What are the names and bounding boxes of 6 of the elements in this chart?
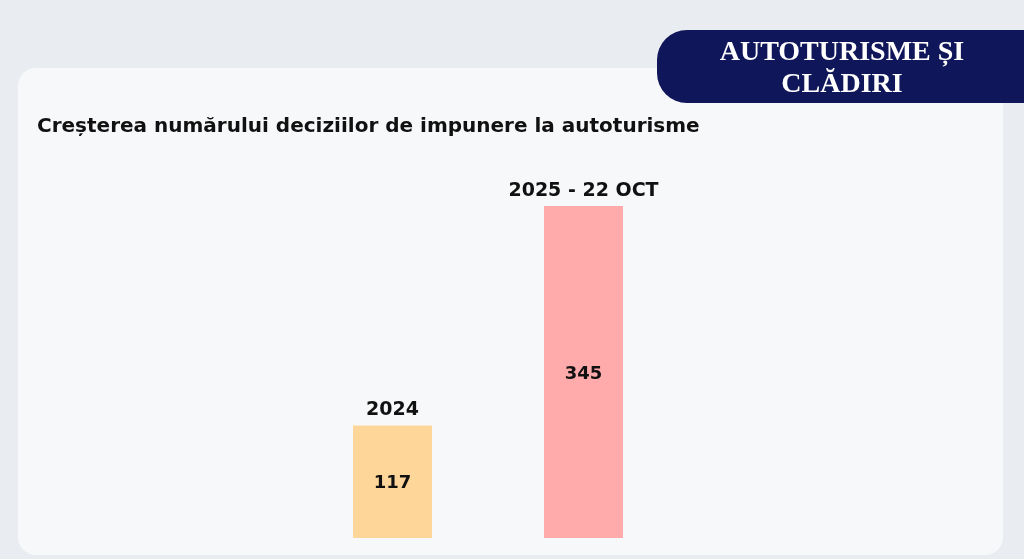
data-label: 117 <box>373 471 412 493</box>
data-label: 345 <box>564 361 603 383</box>
text: AUTOTURISME ȘI CLĂDIRI <box>719 34 965 98</box>
x-tick-label: 2025 - 22 OCT <box>508 177 659 200</box>
x-tick-label: 2024 <box>366 396 419 419</box>
chart-subtitle: Creșterea numărului deciziilor de impunere la autoturisme <box>37 113 700 137</box>
